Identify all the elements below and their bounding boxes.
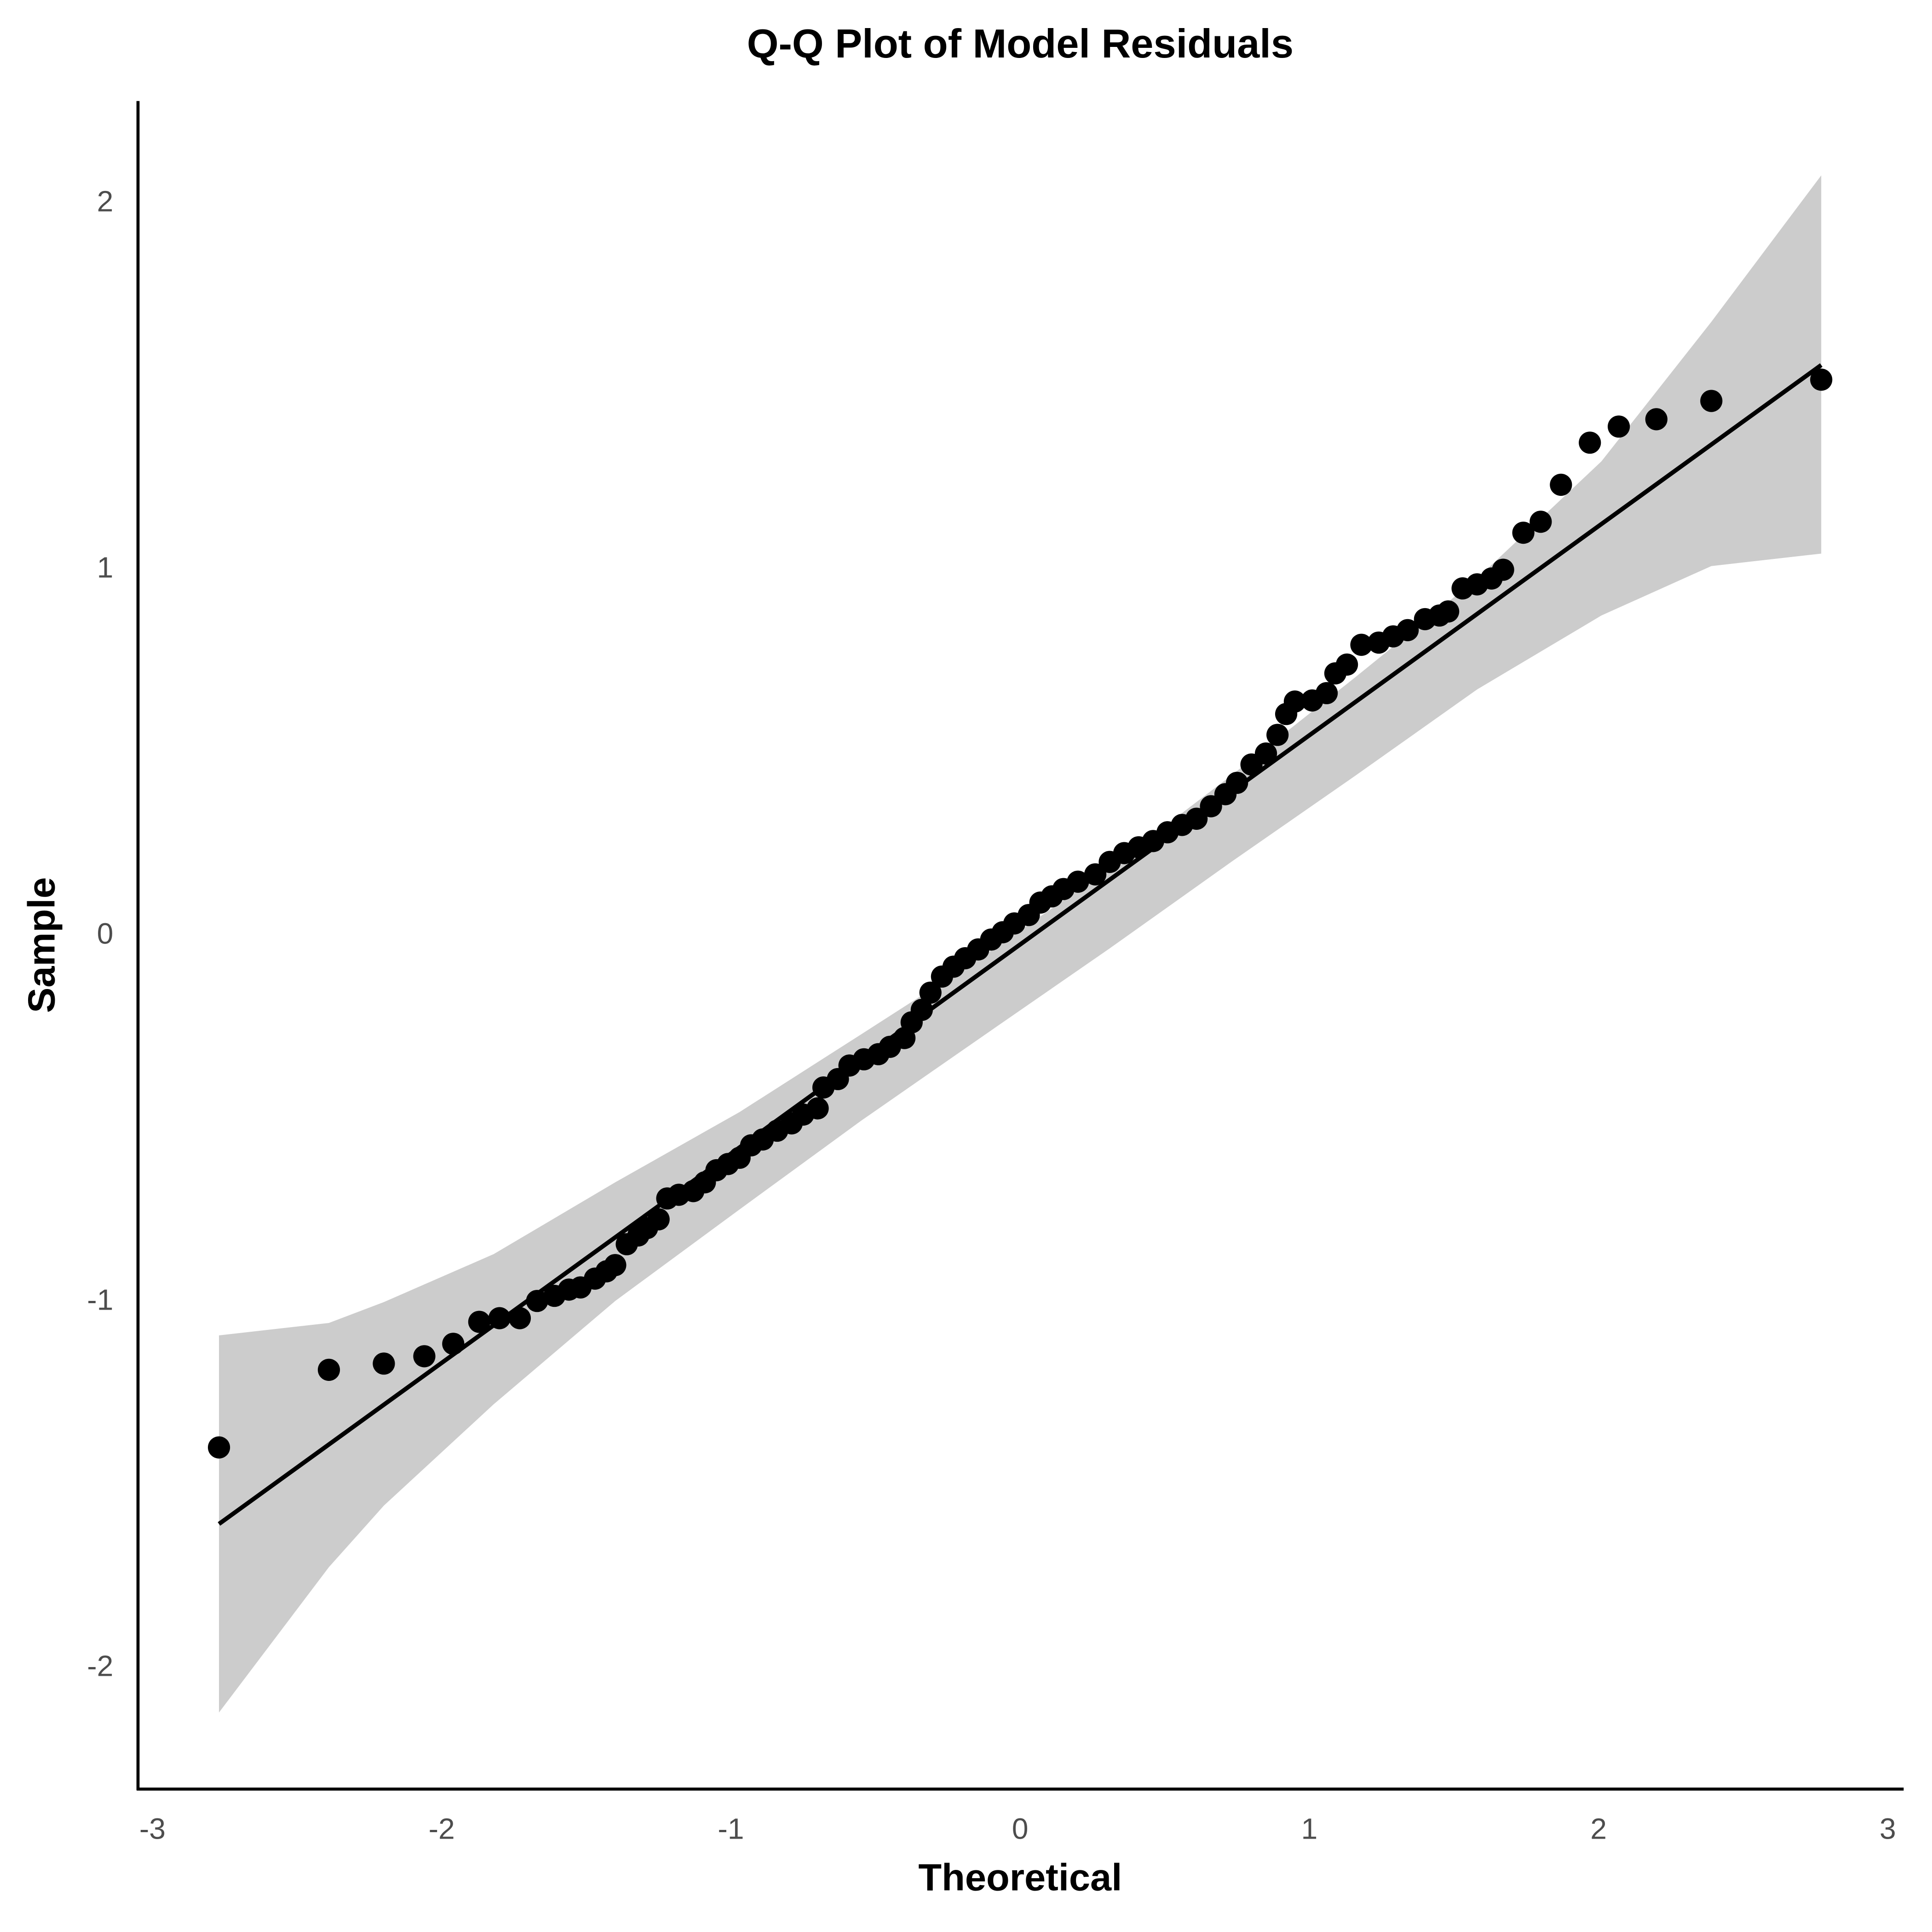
reference-line [218,363,1823,1526]
point [1607,415,1630,438]
point [1492,558,1514,581]
point [468,1311,491,1333]
point [1350,633,1373,656]
point [1185,807,1208,830]
y-tick-label: 0 [97,917,114,950]
point [1226,771,1248,794]
point [1254,742,1277,765]
x-tick-label: -1 [718,1812,744,1845]
point [1645,408,1668,431]
x-tick-label: -2 [429,1812,455,1845]
plot-area [207,175,1833,1713]
point [1397,619,1419,641]
point [1335,653,1358,676]
point [1579,431,1601,454]
point [488,1307,511,1329]
point [1283,690,1306,713]
point [647,1208,670,1230]
point [1512,522,1535,544]
chart-title: Q-Q Plot of Model Residuals [747,21,1294,66]
y-tick-label: 2 [97,185,114,218]
point [1315,682,1338,704]
x-axis-title: Theoretical [918,1856,1122,1898]
point [1437,600,1460,623]
point [442,1333,465,1355]
point [1550,473,1572,496]
y-axis-title: Sample [20,877,63,1013]
x-tick-label: -3 [139,1812,166,1845]
point [806,1097,829,1120]
point [919,981,942,1004]
y-tick-label: 1 [97,551,114,584]
x-tick-label: 0 [1012,1812,1029,1845]
x-tick-label: 2 [1590,1812,1607,1845]
x-tick-label: 3 [1880,1812,1896,1845]
point [413,1345,436,1368]
point [373,1352,395,1375]
point [1266,724,1289,746]
point [1067,870,1089,893]
x-tick-label: 1 [1301,1812,1317,1845]
point [1810,368,1833,391]
y-tick-label: -1 [87,1283,113,1317]
point [1530,511,1552,533]
point [604,1254,627,1276]
point [1084,863,1107,886]
point [910,999,933,1021]
point [508,1307,531,1329]
y-tick-label: -2 [87,1650,113,1683]
point [1700,390,1723,412]
point [207,1436,230,1459]
point [526,1290,548,1312]
point [317,1358,340,1381]
